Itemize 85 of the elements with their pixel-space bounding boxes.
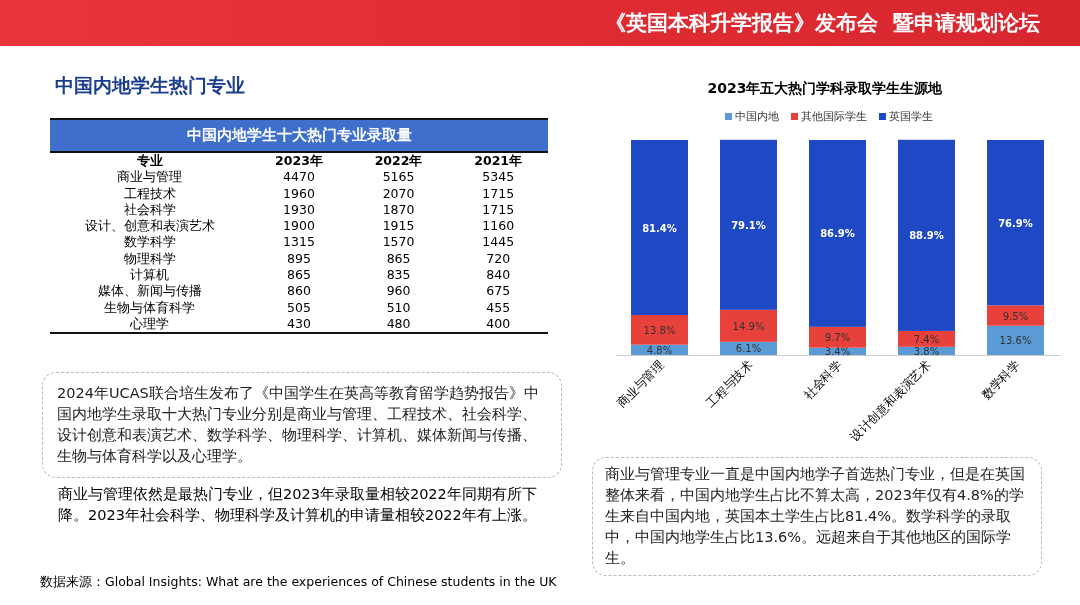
- x-tick-label: 工程与技术: [703, 357, 756, 411]
- data-label: 720: [485, 250, 512, 268]
- data-label: 4470: [282, 169, 316, 186]
- bar: [987, 140, 1044, 306]
- text: 中国内地学生十大热门专业录取量: [50, 118, 548, 153]
- data-label: 7.4%: [913, 333, 940, 345]
- category-label: 计算机: [129, 267, 171, 284]
- x-tick-label: 数学科学: [978, 357, 1023, 402]
- bar: [809, 326, 866, 348]
- data-label: 400: [485, 315, 512, 333]
- data-label: 675: [485, 283, 512, 300]
- x-tick-label: 设计创意和表演艺术: [847, 357, 934, 445]
- data-label: 3.4%: [824, 346, 851, 358]
- data-label: 1915: [381, 218, 416, 235]
- data-label: 430: [286, 315, 312, 333]
- data-label: 81.4%: [642, 222, 677, 234]
- data-label: 5345: [481, 169, 516, 186]
- data-label: 960: [385, 283, 412, 300]
- category-label: 生物与体育科学: [103, 299, 197, 316]
- data-label: 1870: [381, 201, 416, 219]
- data-label: 860: [286, 283, 312, 300]
- data-label: 1960: [282, 185, 316, 202]
- text: 商业与管理依然是最热门专业，但2023年录取量相较2022年同期有所下降。2023年社会科学、物理科学及计算机的申请量相较2022年有上涨。: [58, 485, 538, 525]
- category-label: 心理学: [129, 315, 171, 333]
- data-label: 1570: [381, 234, 416, 251]
- data-label: 5165: [381, 169, 416, 186]
- data-label: 1715: [481, 201, 516, 219]
- data-label: 13.6%: [999, 335, 1032, 347]
- bar: [720, 309, 777, 342]
- data-label: 6.1%: [735, 343, 762, 355]
- data-label: 86.9%: [820, 228, 855, 240]
- data-label: 505: [286, 299, 312, 316]
- data-label: 76.9%: [998, 217, 1033, 229]
- data-label: 865: [385, 250, 412, 268]
- data-label: 1160: [481, 218, 516, 235]
- data-label: 835: [385, 267, 412, 284]
- data-label: 79.1%: [731, 219, 766, 231]
- legend-label: 其他国际学生: [801, 110, 867, 123]
- data-label: 480: [385, 315, 412, 333]
- bar: [809, 140, 866, 327]
- text: 2022年: [373, 153, 424, 170]
- data-label: 13.8%: [643, 324, 676, 336]
- data-label: 840: [485, 267, 512, 284]
- data-label: 3.8%: [913, 345, 940, 357]
- text: 2024年UCAS联合培生发布了《中国学生在英高等教育留学趋势报告》中国内地学生录取十大热门专业分别是商业与管理、工程技术、社会科学、设计创意和表演艺术、数学科学、物理科学、计算机、媒体新闻与传播、生物与体育科学以及心理学。: [42, 372, 562, 478]
- data-label: 14.9%: [732, 320, 765, 332]
- legend-label: 英国学生: [889, 110, 933, 123]
- data-label: 88.9%: [909, 230, 944, 242]
- category-label: 设计、创意和表演艺术: [83, 218, 216, 235]
- text: 2023年: [274, 153, 324, 170]
- source-note: 数据来源：Global Insights: What are the experiences of Chinese students in the UK: [40, 574, 557, 591]
- x-tick-label: 社会科学: [800, 357, 845, 402]
- data-label: 865: [286, 267, 312, 284]
- data-label: 9.7%: [824, 332, 851, 344]
- text: 《英国本科升学报告》发布会 暨申请规划论坛: [605, 10, 1040, 37]
- text: 中国内地学生热门专业: [55, 73, 245, 98]
- data-label: 895: [286, 250, 312, 268]
- data-label: 510: [385, 299, 412, 316]
- category-label: 媒体、新闻与传播: [96, 283, 203, 300]
- bar: [631, 140, 688, 316]
- bar: [987, 325, 1044, 355]
- category-label: 工程技术: [122, 185, 177, 202]
- text: 商业与管理专业一直是中国内地学子首选热门专业，但是在英国整体来看，中国内地学生占比不算太高，2023年仅有4.8%的学生来自中国内地，英国本土学生占比81.4%。数学科学的录取中，中国内地学生占比13.6%。远超来自于其他地区的国际学生。: [592, 457, 1042, 576]
- bar: [898, 139, 955, 331]
- data-label: 9.5%: [1002, 310, 1029, 322]
- x-tick-label: 商业与管理: [614, 357, 667, 411]
- data-label: 1445: [481, 234, 516, 251]
- category-label: 商业与管理: [116, 169, 184, 186]
- bar: [987, 305, 1044, 326]
- chart-title: 2023年五大热门学科录取学生生源地: [707, 80, 944, 96]
- data-label: 2070: [381, 185, 416, 202]
- category-label: 数学科学: [122, 234, 177, 251]
- data-label: 1930: [282, 201, 316, 219]
- category-label: 社会科学: [122, 201, 177, 219]
- data-label: 1900: [282, 218, 316, 235]
- bar: [720, 139, 777, 310]
- data-label: 4.8%: [646, 344, 673, 356]
- category-label: 物理科学: [122, 250, 177, 268]
- text: 专业: [135, 153, 164, 170]
- data-label: 455: [485, 299, 512, 316]
- text: 2021年: [473, 153, 524, 170]
- legend-label: 中国内地: [735, 110, 779, 123]
- data-label: 1715: [481, 185, 516, 202]
- data-label: 1315: [282, 234, 316, 251]
- bar: [631, 315, 688, 345]
